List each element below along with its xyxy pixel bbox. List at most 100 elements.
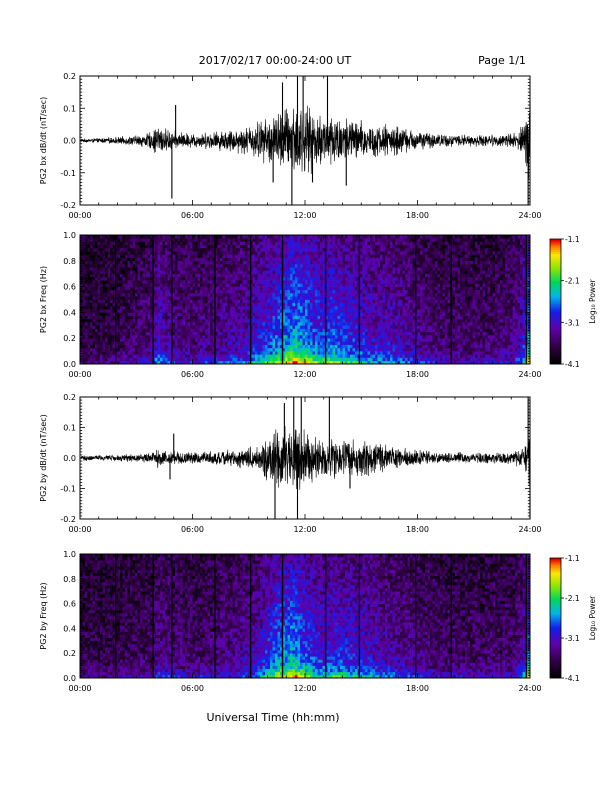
- spectrogram-cell: [95, 257, 98, 262]
- spectrogram-cell: [140, 302, 143, 307]
- spectrogram-cell: [225, 299, 228, 304]
- spectrogram-cell: [100, 257, 103, 262]
- spectrogram-cell: [87, 328, 91, 333]
- spectrogram-cell: [102, 296, 106, 300]
- spectrogram-cell: [167, 289, 171, 294]
- spectrogram-cell: [210, 347, 213, 352]
- spectrogram-cell: [85, 322, 88, 326]
- spectrogram-cell: [312, 257, 316, 262]
- spectrogram-cell: [320, 354, 323, 358]
- spectrogram-cell: [350, 351, 353, 355]
- page-number: Page 1/1: [478, 54, 526, 67]
- spectrogram-cell: [167, 334, 171, 339]
- spectrogram-cell: [347, 318, 351, 323]
- spectrogram-cell: [205, 360, 208, 365]
- spectrogram-cell: [350, 247, 353, 252]
- spectrogram-cell: [285, 351, 288, 355]
- spectrogram-cell: [157, 318, 161, 323]
- spectrogram-cell: [207, 293, 211, 297]
- spectrogram-cell: [325, 286, 328, 291]
- spectrogram-cell: [310, 235, 313, 239]
- spectrogram-cell: [87, 302, 91, 307]
- spectrogram-cell: [150, 296, 153, 300]
- spectrogram-cell: [207, 299, 211, 304]
- spectrogram-cell: [185, 283, 188, 287]
- spectrogram-cell: [332, 280, 336, 284]
- spectrogram-cell: [370, 238, 373, 242]
- spectrogram-cell: [207, 276, 211, 281]
- spectrogram-cell: [280, 338, 283, 342]
- spectrogram-cell: [275, 270, 278, 274]
- spectrogram-cell: [85, 244, 88, 249]
- spectrogram-cell: [255, 254, 258, 258]
- spectrogram-cell: [80, 254, 83, 258]
- spectrogram-cell: [350, 235, 353, 239]
- spectrogram-cell: [237, 251, 241, 255]
- spectrogram-cell: [165, 305, 168, 310]
- spectrogram-cell: [235, 338, 238, 342]
- spectrogram-cell: [285, 293, 288, 297]
- spectrogram-cell: [122, 305, 126, 310]
- spectrogram-cell: [312, 273, 316, 278]
- spectrogram-cell: [182, 241, 186, 245]
- spectrogram-cell: [162, 318, 166, 323]
- spectrogram-cell: [267, 338, 271, 342]
- spectrogram-cell: [262, 276, 266, 281]
- spectrogram-cell: [82, 276, 86, 281]
- spectrogram-cell: [80, 338, 83, 342]
- spectrogram-cell: [110, 357, 113, 362]
- spectrogram-cell: [240, 276, 243, 281]
- spectrogram-cell: [295, 351, 298, 355]
- spectrogram-cell: [365, 241, 368, 245]
- spectrogram-cell: [242, 238, 246, 242]
- spectrogram-cell: [320, 341, 323, 345]
- spectrogram-cell: [235, 318, 238, 323]
- spectrogram-cell: [185, 344, 188, 349]
- spectrogram-cell: [267, 347, 271, 352]
- spectrogram-cell: [327, 338, 331, 342]
- spectrogram-cell: [132, 305, 136, 310]
- spectrogram-cell: [367, 257, 371, 262]
- spectrogram-cell: [152, 312, 156, 316]
- spectrogram-cell: [152, 344, 156, 349]
- spectrogram-cell: [182, 354, 186, 358]
- spectrogram-cell: [117, 338, 121, 342]
- spectrogram-cell: [117, 283, 121, 287]
- spectrogram-cell: [347, 270, 351, 274]
- spectrogram-cell: [320, 302, 323, 307]
- spectrogram-cell: [155, 299, 158, 304]
- spectrogram-cell: [110, 334, 113, 339]
- spectrogram-cell: [292, 244, 296, 249]
- spectrogram-cell: [277, 312, 281, 316]
- spectrogram-cell: [145, 341, 148, 345]
- spectrogram-cell: [317, 244, 321, 249]
- spectrogram-cell: [295, 238, 298, 242]
- spectrogram-cell: [260, 360, 263, 365]
- spectrogram-cell: [150, 328, 153, 333]
- spectrogram-cell: [370, 241, 373, 245]
- spectrogram-cell: [222, 312, 226, 316]
- spectrogram-cell: [332, 251, 336, 255]
- spectrogram-cell: [120, 283, 123, 287]
- spectrogram-cell: [190, 305, 193, 310]
- spectrogram-cell: [142, 257, 146, 262]
- spectrogram-cell: [95, 331, 98, 336]
- spectrogram-cell: [120, 257, 123, 262]
- spectrogram-cell: [217, 338, 221, 342]
- spectrogram-cell: [367, 235, 371, 239]
- spectrogram-cell: [282, 235, 286, 239]
- spectrogram-cell: [360, 289, 363, 294]
- spectrogram-cell: [285, 254, 288, 258]
- spectrogram-cell: [282, 247, 286, 252]
- spectrogram-cell: [175, 299, 178, 304]
- spectrogram-cell: [157, 296, 161, 300]
- spectrogram-cell: [267, 328, 271, 333]
- spectrogram-cell: [300, 322, 303, 326]
- spectrogram-cell: [235, 322, 238, 326]
- spectrogram-cell: [100, 328, 103, 333]
- spectrogram-cell: [362, 351, 366, 355]
- spectrogram-cell: [267, 254, 271, 258]
- spectrogram-cell: [355, 315, 358, 320]
- spectrogram-cell: [162, 312, 166, 316]
- spectrogram-cell: [275, 241, 278, 245]
